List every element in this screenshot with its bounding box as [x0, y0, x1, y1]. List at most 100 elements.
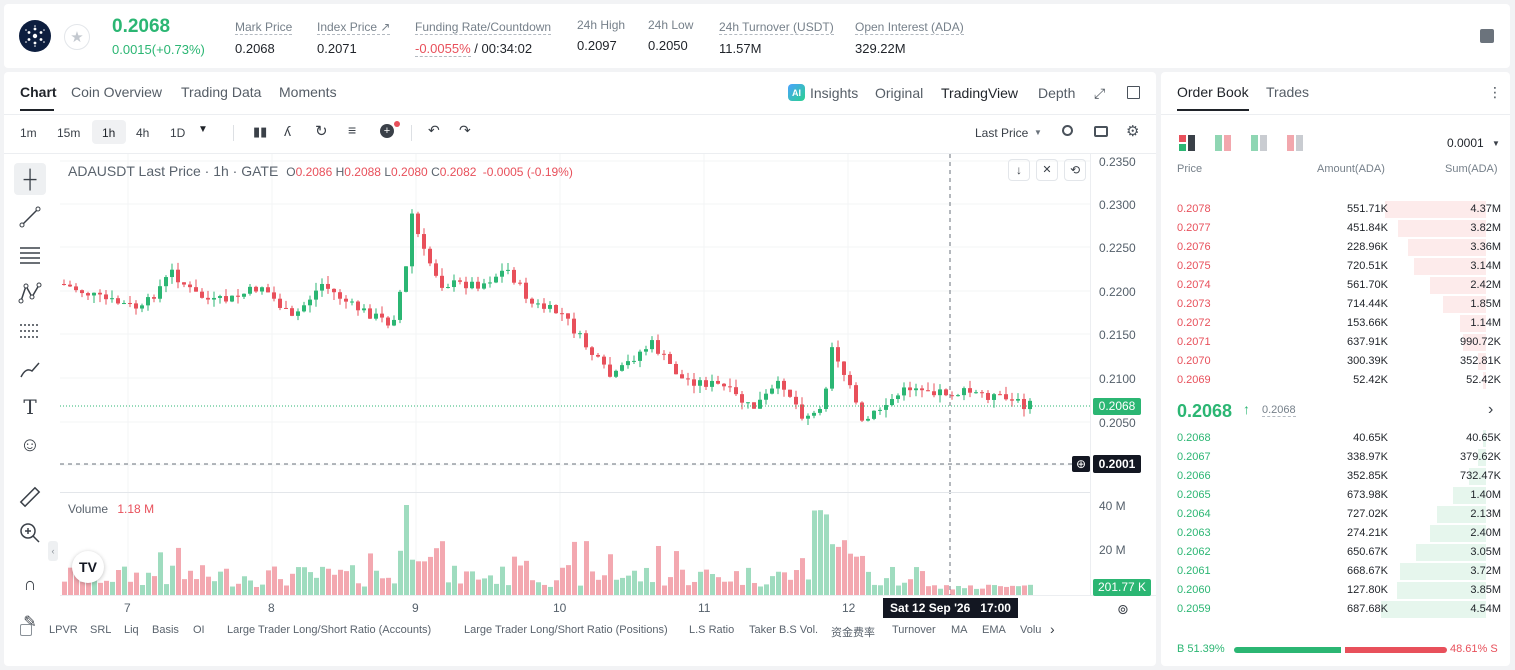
layout-bids-icon[interactable] — [1251, 135, 1267, 151]
more-options-icon[interactable]: ⋮ — [1488, 84, 1502, 100]
bid-row[interactable]: 0.2059 687.68K 4.54M — [1161, 600, 1514, 619]
add-alert-icon[interactable]: + — [380, 124, 394, 138]
add-alert-crosshair-icon[interactable]: ⊕ — [1072, 456, 1090, 472]
bid-row[interactable]: 0.2063 274.21K 2.40M — [1161, 524, 1514, 543]
crosshair-tool-icon[interactable]: ┼ — [14, 163, 46, 195]
layout-split-icon[interactable] — [1215, 135, 1231, 151]
toolbar-collapse-icon[interactable]: ‹ — [48, 541, 58, 561]
view-tradingview[interactable]: TradingView — [941, 85, 1019, 101]
templates-icon[interactable]: ≡ — [348, 122, 357, 138]
indicator-funding-rate[interactable]: 资金费率 — [831, 627, 875, 639]
settings-gear-icon[interactable]: ⚙ — [1126, 123, 1140, 140]
layout-asks-icon[interactable] — [1287, 135, 1303, 151]
indicators-next-icon[interactable]: › — [1050, 621, 1055, 637]
search-icon[interactable] — [1062, 125, 1073, 136]
indicator-volume[interactable]: Volu — [1020, 624, 1042, 636]
bid-row[interactable]: 0.2065 673.98K 1.40M — [1161, 486, 1514, 505]
tab-moments[interactable]: Moments — [279, 84, 337, 100]
price-chart[interactable] — [60, 154, 1090, 595]
indicator-srl[interactable]: SRL — [90, 624, 112, 636]
layout-both-icon[interactable] — [1179, 135, 1195, 151]
bid-row[interactable]: 0.2062 650.67K 3.05M — [1161, 543, 1514, 562]
fib-tool-icon[interactable] — [14, 239, 46, 271]
zoom-in-tool-icon[interactable] — [14, 517, 46, 549]
pane-separator[interactable] — [60, 492, 1090, 493]
bid-row[interactable]: 0.2066 352.85K 732.47K — [1161, 467, 1514, 486]
tab-coin-overview[interactable]: Coin Overview — [71, 84, 163, 100]
price-source-chevron-icon[interactable]: ▼ — [1034, 128, 1042, 137]
ask-row[interactable]: 0.2070 300.39K 352.81K — [1161, 352, 1514, 371]
indicator-liq[interactable]: Liq — [124, 624, 139, 636]
camera-icon[interactable] — [1094, 126, 1108, 137]
mid-chevron-right-icon[interactable]: › — [1488, 401, 1494, 418]
candle-type-icon[interactable]: ▮▮ — [253, 124, 268, 139]
tab-trading-data[interactable]: Trading Data — [181, 84, 262, 100]
edit-tool-icon[interactable]: ✎ — [23, 614, 37, 631]
forecast-tool-icon[interactable] — [14, 315, 46, 347]
scroll-down-icon[interactable]: ↓ — [1008, 159, 1030, 181]
ask-row[interactable]: 0.2072 153.66K 1.14M — [1161, 314, 1514, 333]
expand-icon[interactable]: ⤢ — [1094, 85, 1106, 101]
indicator-ema[interactable]: EMA — [982, 624, 1006, 636]
precision-select[interactable]: 0.0001 — [1447, 136, 1484, 150]
bid-row[interactable]: 0.2061 668.67K 3.72M — [1161, 562, 1514, 581]
view-original[interactable]: Original — [875, 85, 924, 101]
ask-row[interactable]: 0.2071 637.91K 990.72K — [1161, 333, 1514, 352]
indicators-icon[interactable]: ʎ — [284, 123, 291, 139]
ask-row[interactable]: 0.2073 714.44K 1.85M — [1161, 295, 1514, 314]
order-amount: 720.51K — [1347, 260, 1388, 272]
indicator-turnover[interactable]: Turnover — [892, 624, 936, 636]
text-tool-icon[interactable]: T — [23, 395, 37, 419]
indicator-taker-vol[interactable]: Taker B.S Vol. — [749, 624, 819, 636]
tab-order-book[interactable]: Order Book — [1177, 84, 1249, 100]
view-insights[interactable]: Insights — [810, 85, 859, 101]
ask-row[interactable]: 0.2075 720.51K 3.14M — [1161, 257, 1514, 276]
compare-icon[interactable]: ↻ — [315, 123, 328, 140]
emoji-tool-icon[interactable]: ☺ — [19, 433, 41, 456]
bid-row[interactable]: 0.2060 127.80K 3.85M — [1161, 581, 1514, 600]
interval-dropdown-icon[interactable]: ▼ — [198, 124, 208, 135]
brush-tool-icon[interactable] — [14, 353, 46, 385]
interval-1d[interactable]: 1D — [170, 126, 186, 140]
chart-settings-icon[interactable]: ⟲ — [1064, 159, 1086, 181]
interval-1h[interactable]: 1h — [102, 126, 116, 140]
interval-15m[interactable]: 15m — [57, 126, 81, 140]
indicator-lt-positions[interactable]: Large Trader Long/Short Ratio (Positions… — [464, 624, 668, 636]
favorite-star-icon[interactable]: ★ — [64, 24, 90, 50]
indicator-lpvr[interactable]: LPVR — [49, 624, 78, 636]
notebook-icon[interactable] — [1480, 29, 1494, 43]
interval-4h[interactable]: 4h — [136, 126, 150, 140]
indicator-basis[interactable]: Basis — [152, 624, 179, 636]
undo-icon[interactable]: ↶ — [428, 122, 440, 138]
ask-row[interactable]: 0.2078 551.71K 4.37M — [1161, 200, 1514, 219]
measure-tool-icon[interactable] — [14, 481, 46, 513]
time-axis-settings-icon[interactable]: ⊚ — [1117, 601, 1129, 617]
popout-icon[interactable] — [1127, 86, 1140, 99]
indicator-ma[interactable]: MA — [951, 624, 968, 636]
indicator-bar-icon[interactable] — [20, 624, 32, 636]
redo-icon[interactable]: ↷ — [459, 122, 471, 138]
ask-row[interactable]: 0.2069 52.42K 52.42K — [1161, 371, 1514, 390]
ask-row[interactable]: 0.2077 451.84K 3.82M — [1161, 219, 1514, 238]
interval-1m[interactable]: 1m — [20, 126, 37, 140]
tab-chart[interactable]: Chart — [20, 84, 57, 100]
depth-bar — [1436, 506, 1486, 523]
magnet-tool-icon[interactable]: ∩ — [23, 573, 37, 594]
indicator-lt-accounts[interactable]: Large Trader Long/Short Ratio (Accounts) — [227, 624, 432, 636]
ask-row[interactable]: 0.2076 228.96K 3.36M — [1161, 238, 1514, 257]
indicator-oi[interactable]: OI — [193, 624, 205, 636]
indicator-ls-ratio[interactable]: L.S Ratio — [689, 624, 735, 636]
tab-trades[interactable]: Trades — [1266, 84, 1310, 100]
view-depth[interactable]: Depth — [1038, 85, 1076, 101]
candle-body — [992, 394, 996, 400]
ask-row[interactable]: 0.2074 561.70K 2.42M — [1161, 276, 1514, 295]
trend-line-tool-icon[interactable] — [14, 201, 46, 233]
precision-chevron-icon[interactable]: ▼ — [1492, 139, 1500, 148]
pattern-tool-icon[interactable] — [14, 277, 46, 309]
stat-index-price[interactable]: Index Price ↗ 0.2071 — [317, 18, 391, 56]
price-source-select[interactable]: Last Price — [975, 126, 1029, 140]
collapse-icon[interactable]: ✕ — [1036, 159, 1058, 181]
bid-row[interactable]: 0.2067 338.97K 379.62K — [1161, 448, 1514, 467]
bid-row[interactable]: 0.2064 727.02K 2.13M — [1161, 505, 1514, 524]
bid-row[interactable]: 0.2068 40.65K 40.65K — [1161, 429, 1514, 448]
